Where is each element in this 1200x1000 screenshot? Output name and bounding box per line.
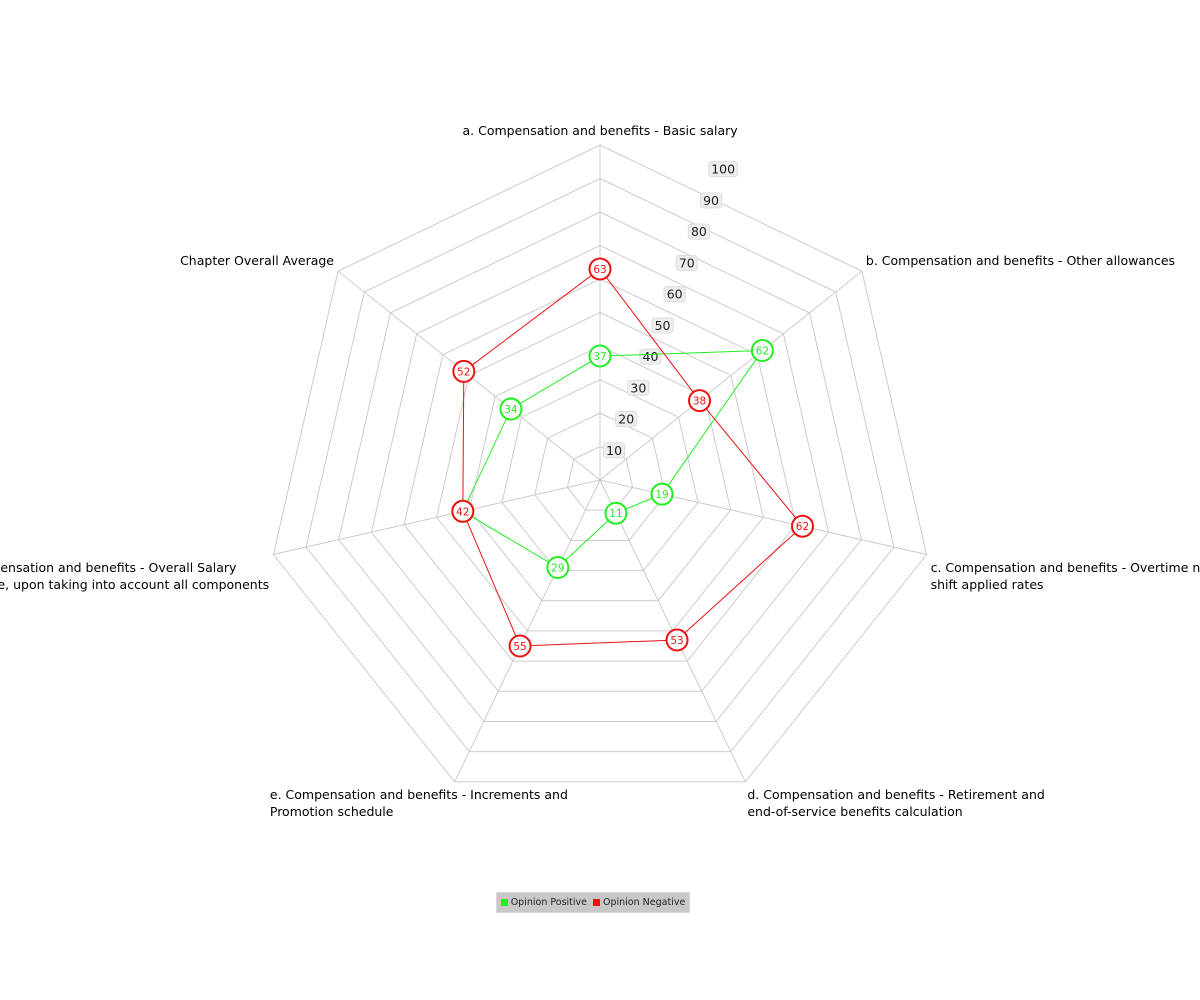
tick-label-100: 100 — [711, 162, 735, 177]
axis-label-5: f. Compensation and benefits - Overall S… — [0, 559, 269, 593]
grid-ring-80 — [338, 211, 862, 722]
axis-spoke-1 — [599, 270, 863, 481]
axis-label-6: Chapter Overall Average — [180, 252, 334, 269]
tick-label-70: 70 — [679, 255, 695, 270]
axis-label-2-line-1: shift applied rates — [930, 576, 1044, 592]
axis-label-0-line-0: a. Compensation and benefits - Basic sal… — [462, 123, 738, 138]
axis-label-1-line-0: b. Compensation and benefits - Other all… — [865, 253, 1176, 269]
series-positive — [462, 349, 764, 569]
data-label-1-2: 62 — [796, 521, 809, 533]
grid-ring-90 — [305, 177, 895, 753]
series-line-1 — [462, 268, 804, 647]
legend-item-negative[interactable]: Opinion Negative — [593, 897, 685, 908]
data-label-0-0: 37 — [593, 351, 606, 363]
legend-swatch-positive — [500, 899, 508, 906]
data-point-0-0 — [588, 344, 612, 368]
grid-ring-60 — [403, 278, 797, 662]
axis-label-3-line-0: d. Compensation and benefits - Retiremen… — [747, 786, 1045, 802]
axis-label-4-line-1: Promotion schedule — [269, 803, 394, 819]
axis-label-1: b. Compensation and benefits - Other all… — [866, 252, 1175, 269]
legend-swatch-negative — [593, 899, 600, 906]
data-point-1-6 — [452, 359, 476, 383]
data-point-0-2 — [650, 482, 674, 506]
data-label-1-6: 52 — [457, 366, 470, 378]
data-point-1-5 — [451, 499, 475, 523]
legend-item-positive[interactable]: Opinion Positive — [500, 897, 587, 908]
axis-label-2-line-0: c. Compensation and benefits - Overtime … — [930, 559, 1200, 575]
data-point-1-0 — [588, 257, 612, 281]
data-label-1-5: 42 — [456, 506, 469, 518]
tick-label-20: 20 — [618, 412, 634, 427]
data-label-1-3: 53 — [670, 635, 683, 647]
axis-label-5-line-0: f. Compensation and benefits - Overall S… — [0, 559, 237, 575]
grid — [272, 144, 928, 783]
legend-label-positive: Opinion Positive — [510, 897, 587, 908]
grid-ring-10 — [566, 445, 634, 511]
axis-label-0: a. Compensation and benefits - Basic sal… — [463, 122, 738, 139]
series-markers-0: 37 62 19 11 29 42 34 — [451, 339, 774, 580]
tick-label-bg-100 — [708, 161, 739, 178]
grid-ring-40 — [468, 345, 732, 602]
data-point-1-4 — [508, 634, 532, 658]
grid-ring-20 — [534, 412, 666, 541]
tick-labels: 10 20 30 40 50 60 70 80 90 100 — [603, 161, 739, 459]
tick-label-80: 80 — [691, 224, 707, 239]
data-point-0-1 — [750, 339, 774, 363]
axis-spoke-2 — [599, 479, 927, 556]
axis-spoke-4 — [454, 479, 601, 783]
tick-label-bg-30 — [627, 379, 650, 396]
tick-label-bg-80 — [687, 223, 711, 240]
legend-label-negative: Opinion Negative — [603, 897, 686, 908]
tick-label-bg-40 — [639, 348, 662, 365]
data-point-0-3 — [604, 501, 628, 525]
tick-label-60: 60 — [667, 287, 683, 302]
data-label-0-6: 34 — [504, 404, 518, 416]
axis-label-4: e. Compensation and benefits - Increment… — [270, 786, 568, 820]
data-point-0-6 — [499, 397, 523, 421]
axis-label-5-line-1: package, upon taking into account all co… — [0, 576, 270, 592]
tick-label-bg-90 — [699, 192, 723, 209]
data-point-1-1 — [688, 389, 712, 413]
tick-label-bg-10 — [603, 442, 626, 459]
data-label-1-1: 38 — [693, 396, 706, 408]
tick-label-50: 50 — [655, 318, 671, 333]
axis-label-3: d. Compensation and benefits - Retiremen… — [747, 786, 1044, 820]
series-markers-1: 63 38 62 53 55 42 52 — [451, 257, 814, 658]
data-label-0-4: 29 — [551, 563, 564, 575]
data-label-1-4: 55 — [513, 641, 526, 653]
axis-spoke-5 — [273, 479, 601, 556]
data-label-0-3: 11 — [609, 508, 622, 520]
series-line-0 — [462, 349, 764, 569]
grid-ring-100 — [272, 144, 928, 783]
axis-label-3-line-1: end-of-service benefits calculation — [747, 803, 963, 819]
tick-label-bg-20 — [615, 411, 638, 428]
tick-label-bg-60 — [663, 286, 686, 303]
grid-ring-30 — [501, 378, 699, 572]
data-point-1-3 — [665, 628, 689, 652]
data-label-1-0: 63 — [593, 264, 606, 276]
tick-label-bg-50 — [651, 317, 674, 334]
axis-label-4-line-0: e. Compensation and benefits - Increment… — [269, 786, 568, 802]
tick-label-10: 10 — [606, 443, 622, 458]
data-label-0-2: 19 — [655, 489, 668, 501]
tick-label-40: 40 — [643, 349, 659, 364]
data-point-0-4 — [546, 556, 570, 580]
axis-label-6-line-0: Chapter Overall Average — [180, 253, 335, 269]
tick-label-30: 30 — [630, 380, 646, 395]
series-negative — [462, 268, 804, 647]
tick-label-90: 90 — [703, 193, 719, 208]
grid-ring-70 — [370, 244, 830, 692]
data-point-1-2 — [790, 514, 814, 538]
axis-label-2: c. Compensation and benefits - Overtime … — [931, 559, 1200, 593]
tick-label-bg-70 — [675, 254, 698, 271]
data-label-0-1: 62 — [756, 346, 769, 358]
legend: Opinion Positive Opinion Negative — [496, 892, 690, 913]
